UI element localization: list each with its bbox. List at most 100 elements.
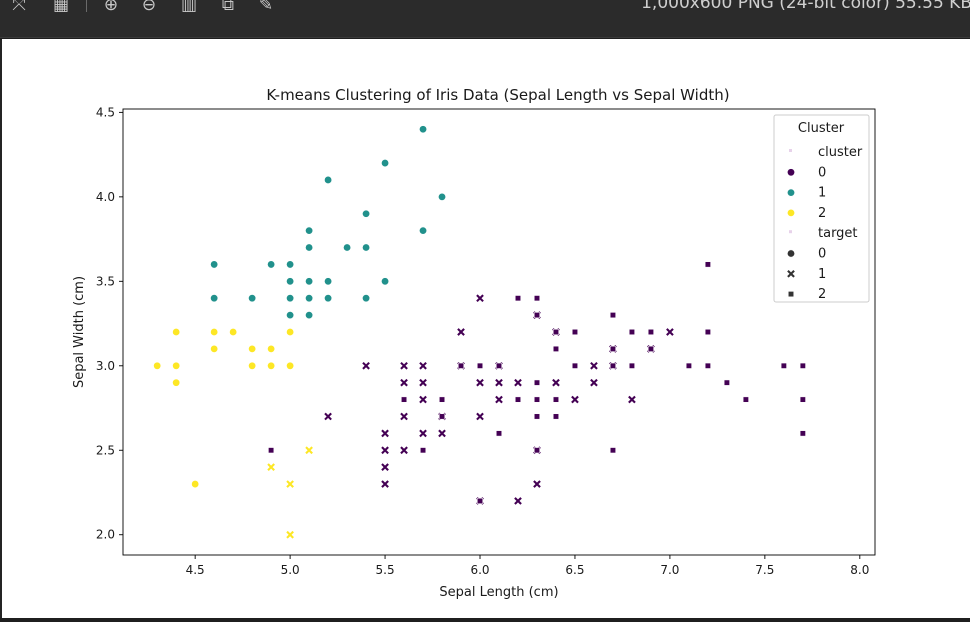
data-point — [248, 344, 257, 353]
data-point — [401, 396, 408, 403]
y-tick-label: 3.5 — [96, 274, 115, 288]
data-point — [381, 429, 389, 438]
data-point — [419, 378, 427, 387]
viewer-toolbar: ⤧ ▦ ⊕ ⊖ ▥ ⧉ ✎ 1,000x600 PNG (24-bit colo… — [0, 0, 970, 38]
data-point — [400, 378, 408, 387]
legend-marker — [786, 168, 795, 177]
data-point — [381, 446, 389, 455]
data-point — [229, 327, 238, 336]
x-tick-label: 7.0 — [660, 563, 679, 577]
data-point — [286, 294, 295, 303]
crop-icon[interactable]: ⧉ — [221, 0, 235, 15]
data-point — [628, 395, 636, 404]
legend-marker — [786, 188, 795, 197]
histogram-icon[interactable]: ▥ — [180, 0, 198, 15]
data-point — [534, 295, 540, 302]
data-point — [704, 362, 711, 369]
data-point — [381, 277, 390, 286]
data-point — [324, 277, 333, 286]
data-point — [305, 243, 314, 252]
data-point — [534, 396, 540, 403]
legend: Cluster cluster 0 1 2 target 0 1 2 — [773, 114, 870, 303]
fit-window-icon[interactable]: ⤧ — [12, 0, 26, 15]
data-point — [362, 243, 371, 252]
data-point — [704, 261, 711, 268]
zoom-in-icon[interactable]: ⊕ — [103, 0, 119, 15]
x-axis-label: Sepal Length (cm) — [439, 585, 558, 600]
data-point — [267, 463, 275, 471]
data-point — [553, 345, 559, 352]
data-point — [496, 362, 502, 369]
data-point — [553, 396, 559, 403]
zoom-out-icon[interactable]: ⊖ — [141, 0, 157, 15]
data-point — [286, 361, 295, 370]
scatter-chart: K-means Clustering of Iris Data (Sepal L… — [72, 86, 876, 600]
data-point — [268, 447, 275, 454]
data-point — [286, 260, 295, 269]
data-point — [305, 446, 313, 455]
data-point — [267, 260, 276, 269]
data-point — [438, 192, 447, 201]
data-point — [381, 159, 390, 168]
data-point — [515, 295, 521, 302]
data-point — [572, 362, 578, 369]
data-point — [305, 277, 314, 286]
legend-group-header: cluster — [818, 145, 863, 160]
data-point — [419, 395, 427, 404]
edit-pencil-icon[interactable]: ✎ — [258, 0, 274, 15]
data-point — [609, 312, 616, 319]
data-point — [362, 294, 371, 303]
data-point — [647, 345, 654, 352]
data-point — [324, 175, 333, 184]
data-point — [362, 361, 370, 370]
x-tick-label: 6.5 — [565, 563, 584, 577]
data-point — [590, 378, 598, 387]
data-point — [515, 396, 521, 403]
y-tick-label: 2.5 — [96, 443, 115, 457]
data-point — [172, 378, 181, 387]
data-point — [590, 361, 598, 370]
data-point — [553, 413, 559, 420]
data-point — [799, 362, 806, 369]
y-axis: 2.0 2.5 3.0 3.5 4.0 4.5 — [96, 105, 123, 542]
legend-label: 0 — [818, 247, 826, 262]
data-point — [362, 209, 371, 218]
data-point — [514, 497, 522, 505]
x-tick-label: 8.0 — [850, 563, 869, 577]
data-points — [153, 125, 806, 539]
data-point — [400, 446, 408, 455]
x-tick-label: 5.5 — [376, 563, 395, 577]
data-point — [286, 277, 295, 286]
data-point — [210, 294, 219, 303]
legend-label: 0 — [818, 165, 826, 180]
x-tick-label: 5.0 — [281, 563, 300, 577]
image-info-text: 1,000x600 PNG (24-bit color) 55.55 KB — [641, 0, 970, 13]
data-point — [609, 362, 616, 369]
legend-title: Cluster — [798, 121, 845, 136]
data-point — [286, 530, 294, 539]
x-tick-label: 6.0 — [470, 563, 489, 577]
data-point — [647, 329, 654, 335]
legend-marker — [786, 249, 795, 258]
data-point — [534, 413, 540, 420]
data-point — [477, 497, 483, 504]
data-point — [742, 396, 749, 403]
data-point — [210, 344, 219, 353]
data-point — [400, 412, 408, 421]
grid-icon[interactable]: ▦ — [52, 0, 70, 15]
data-point — [381, 463, 389, 471]
legend-label: 2 — [818, 287, 826, 302]
data-point — [267, 361, 276, 370]
legend-marker — [786, 208, 795, 217]
data-point — [438, 429, 446, 438]
data-point — [458, 362, 464, 369]
data-point — [609, 447, 616, 454]
legend-marker — [787, 269, 795, 278]
toolbar-divider — [86, 0, 87, 12]
y-tick-label: 4.0 — [96, 190, 115, 204]
data-point — [799, 430, 806, 437]
data-point — [477, 362, 483, 369]
data-point — [286, 480, 294, 488]
data-point — [419, 429, 427, 438]
data-point — [534, 379, 540, 386]
